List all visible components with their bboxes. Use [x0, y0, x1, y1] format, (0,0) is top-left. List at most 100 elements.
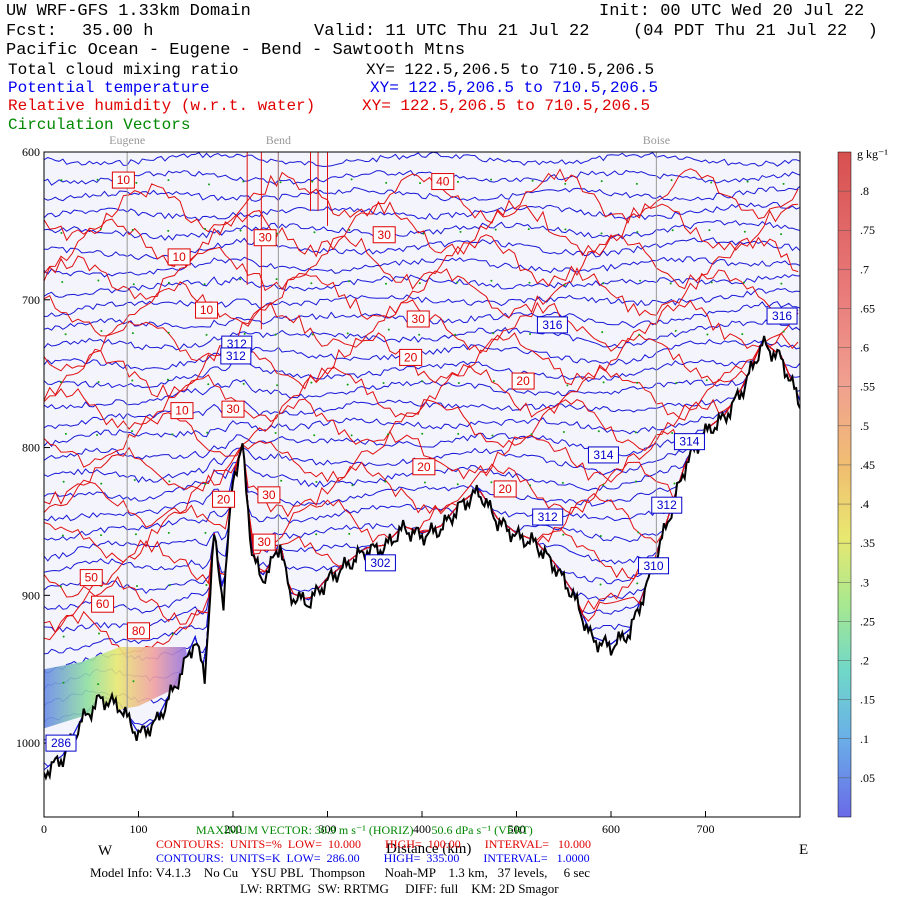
circulation-vector	[60, 179, 63, 182]
circulation-vector	[705, 379, 708, 382]
rh-label-box	[212, 490, 236, 508]
theta-label-box	[651, 496, 683, 514]
circulation-vector	[131, 430, 134, 433]
field-rh-xy: XY= 122.5,206.5 to 710.5,206.5	[362, 97, 651, 115]
circulation-vector	[530, 433, 533, 436]
circulation-vector	[62, 635, 65, 638]
rh-label-box	[406, 310, 430, 328]
circulation-vector	[274, 431, 277, 434]
circulation-vector	[311, 333, 314, 336]
route-title: Pacific Ocean - Eugene - Bend - Sawtooth…	[6, 41, 466, 60]
circulation-vector	[671, 432, 674, 435]
theta-label: 312	[538, 510, 558, 524]
circulation-vector	[782, 182, 785, 185]
physics-info: LW: RRTMG SW: RRTMG DIFF: full KM: 2D Sm…	[240, 881, 559, 896]
circulation-vector	[61, 280, 64, 283]
circulation-vector	[602, 282, 605, 285]
theta-label: 286	[51, 736, 71, 750]
circulation-vector	[134, 533, 137, 536]
rh-label: 20	[404, 350, 418, 364]
circulation-vector	[100, 330, 103, 333]
theta-contour	[44, 340, 800, 448]
circulation-vector	[100, 534, 103, 537]
field-cloud-name: Total cloud mixing ratio	[8, 61, 239, 79]
rh-label-box	[431, 173, 455, 191]
circulation-vector	[528, 281, 531, 284]
circulation-vector	[166, 378, 169, 381]
theta-label: 312	[657, 498, 677, 512]
theta-label: 314	[679, 435, 699, 449]
y-tick-label: 600	[22, 145, 40, 159]
circulation-vector	[492, 332, 495, 335]
rh-label: 10	[117, 173, 131, 187]
circulation-vector	[276, 232, 279, 235]
x-tick-label: 400	[413, 822, 431, 836]
circulation-vector	[62, 480, 65, 483]
rh-label: 30	[412, 312, 426, 326]
circulation-vector	[494, 228, 497, 231]
valid-time: Valid: 11 UTC Thu 21 Jul 22	[314, 22, 590, 41]
theta-contour	[44, 287, 800, 317]
rh-label-box	[111, 171, 135, 189]
circulation-vector	[274, 333, 277, 336]
forecast-label: Fcst:	[6, 22, 58, 41]
circulation-vector	[205, 333, 208, 336]
circulation-vector	[384, 282, 387, 285]
theta-label: 314	[593, 448, 613, 462]
rh-label-box	[372, 226, 396, 244]
rh-label-box	[252, 533, 276, 551]
circulation-vector	[350, 178, 353, 181]
rh-label: 30	[226, 402, 240, 416]
rh-label-box	[412, 458, 436, 476]
circulation-vector	[167, 331, 170, 334]
colorbar-label: .1	[860, 732, 869, 746]
circulation-vector	[64, 432, 67, 435]
circulation-vector	[742, 281, 745, 284]
circulation-vector	[387, 433, 390, 436]
rh-label: 30	[262, 488, 276, 502]
circulation-vector	[492, 380, 495, 383]
init-time: Init: 00 UTC Wed 20 Jul 22	[599, 2, 865, 21]
circulation-vector	[419, 182, 422, 185]
rh-contour-info: CONTOURS: UNITS=% LOW= 10.000 HIGH= 100.…	[156, 837, 591, 851]
circulation-vector	[561, 481, 564, 484]
rh-label: 20	[498, 482, 512, 496]
circulation-vector	[708, 229, 711, 232]
rh-label-box	[493, 480, 517, 498]
circulation-vector	[132, 680, 135, 683]
circulation-vector	[239, 229, 242, 232]
theta-label: 302	[370, 556, 390, 570]
circulation-vector	[636, 582, 639, 585]
rh-label-box	[195, 301, 219, 319]
circulation-vector	[418, 282, 421, 285]
rh-label: 20	[417, 460, 431, 474]
circulation-vector	[636, 231, 639, 234]
circulation-vector	[97, 381, 100, 384]
circulation-vector	[205, 584, 208, 587]
circulation-vector	[421, 380, 424, 383]
circulation-vector	[96, 433, 99, 436]
circulation-vector	[459, 230, 462, 233]
west-label: W	[98, 843, 113, 859]
circulation-vector	[639, 279, 642, 282]
circulation-vector	[136, 584, 139, 587]
rh-label-box	[91, 595, 115, 613]
colorbar-unit: g kg⁻¹	[857, 147, 888, 161]
circulation-vector	[564, 182, 567, 185]
circulation-vector	[706, 333, 709, 336]
circulation-vector	[242, 180, 245, 183]
circulation-vector	[133, 479, 136, 482]
circulation-vector	[348, 532, 351, 535]
circulation-vector	[456, 180, 459, 183]
circulation-vector	[203, 283, 206, 286]
field-rh-name: Relative humidity (w.r.t. water)	[8, 97, 316, 115]
circulation-vector	[59, 381, 62, 384]
circulation-vector	[276, 384, 279, 387]
circulation-vector	[457, 432, 460, 435]
circulation-vector	[456, 483, 459, 486]
rh-label: 30	[378, 228, 392, 242]
circulation-vector	[384, 480, 387, 483]
circulation-vector	[131, 332, 134, 335]
circulation-vector	[208, 183, 211, 186]
